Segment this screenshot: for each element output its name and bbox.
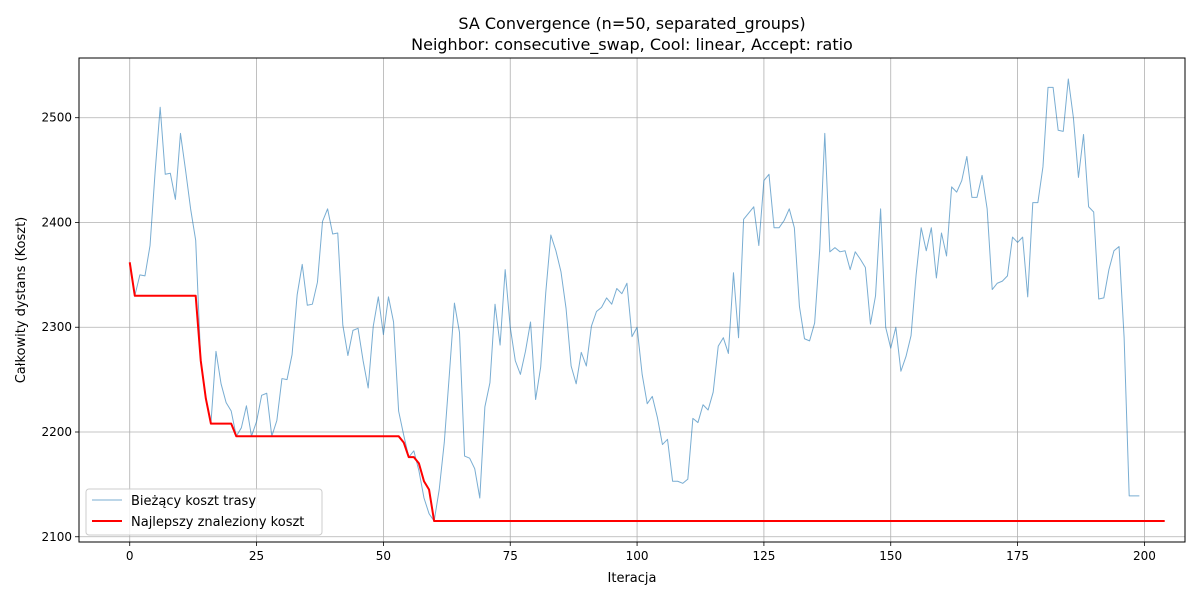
x-tick-label: 50 (376, 549, 391, 563)
x-tick-label: 0 (126, 549, 134, 563)
x-axis: 0 25 50 75 100 125 150 175 200 (126, 542, 1156, 563)
x-tick-label: 125 (752, 549, 775, 563)
x-tick-label: 100 (626, 549, 649, 563)
series-line-best (128, 262, 1165, 523)
y-axis-label: Całkowity dystans (Koszt) (14, 217, 29, 384)
legend-label-best: Najlepszy znaleziony koszt (131, 515, 304, 530)
series-layer (128, 78, 1165, 523)
y-tick-label: 2500 (41, 111, 72, 125)
x-tick-label: 75 (503, 549, 518, 563)
legend-label-current: Bieżący koszt trasy (131, 494, 256, 509)
chart-title: SA Convergence (n=50, separated_groups) (458, 14, 805, 34)
plot-frame (78, 57, 1186, 543)
x-tick-label: 175 (1006, 549, 1029, 563)
chart-subtitle: Neighbor: consecutive_swap, Cool: linear… (411, 35, 853, 55)
y-tick-label: 2200 (41, 425, 72, 439)
x-tick-label: 25 (249, 549, 264, 563)
x-tick-label: 200 (1133, 549, 1156, 563)
x-axis-label: Iteracja (608, 571, 657, 586)
y-axis: 2100 2200 2300 2400 2500 (41, 111, 79, 544)
legend: Bieżący koszt trasy Najlepszy znaleziony… (85, 488, 323, 536)
gridlines (79, 58, 1185, 542)
x-tick-label: 150 (879, 549, 902, 563)
y-tick-label: 2100 (41, 530, 72, 544)
series-line-current (129, 78, 1140, 522)
y-tick-label: 2400 (41, 215, 72, 229)
y-tick-label: 2300 (41, 320, 72, 334)
legend-box (85, 488, 323, 536)
